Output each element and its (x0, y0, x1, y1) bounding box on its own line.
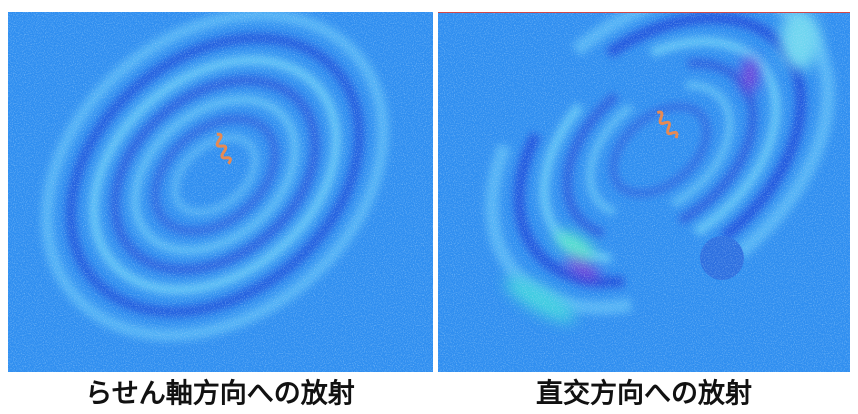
caption: らせん軸方向への放射 (85, 378, 354, 410)
right-image (431, 0, 858, 372)
figure: らせん軸方向への放射 直交方向への放射 (0, 0, 858, 410)
caption: 直交方向への放射 (536, 378, 752, 410)
left-image (0, 0, 447, 401)
